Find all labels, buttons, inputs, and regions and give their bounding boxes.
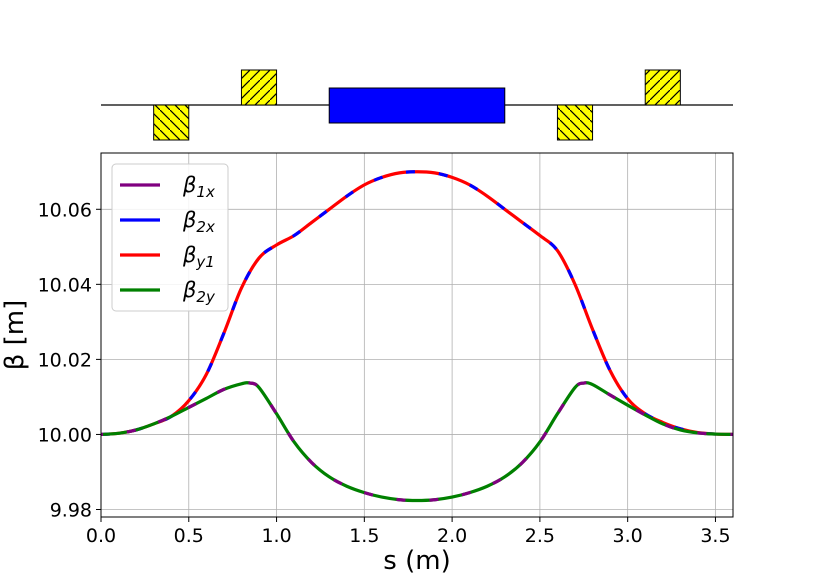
x-tick-label: 1.5: [349, 525, 379, 547]
y-tick-label: 10.06: [38, 199, 92, 221]
legend-label-subscript: 2x: [196, 218, 215, 236]
x-axis-label: s (m): [383, 546, 450, 576]
x-axis-ticks: 0.0 0.5 1.0 1.5 2.0 2.5 3.0 3.5: [86, 517, 731, 547]
y-tick-label: 10.04: [38, 274, 92, 296]
x-tick-label: 2.5: [525, 525, 555, 547]
legend-label: β1x: [182, 173, 215, 201]
legend-label-main: β: [182, 208, 196, 232]
focusing-quadrupole: [644, 69, 681, 106]
x-tick-label: 0.0: [86, 525, 116, 547]
series-line-0-base: [101, 170, 733, 437]
legend-label: β2x: [182, 208, 215, 236]
y-tick-label: 9.98: [50, 499, 92, 521]
x-tick-label: 1.0: [261, 525, 291, 547]
y-tick-label: 10.00: [38, 424, 92, 446]
lattice-diagram: [101, 69, 733, 141]
x-tick-label: 2.0: [437, 525, 467, 547]
legend-label-main: β: [182, 173, 196, 197]
legend-label-subscript: y1: [195, 253, 214, 271]
defocusing-quadrupole: [153, 104, 190, 141]
series-line-1-base: [101, 381, 733, 503]
legend-label-main: β: [182, 278, 196, 302]
legend-label-subscript: 2y: [196, 288, 216, 306]
x-tick-label: 3.0: [613, 525, 643, 547]
series-line-1-dash: [101, 381, 733, 503]
x-tick-label: 3.5: [700, 525, 730, 547]
defocusing-quadrupole: [556, 104, 594, 141]
x-tick-label: 0.5: [174, 525, 204, 547]
y-tick-label: 10.02: [38, 349, 92, 371]
legend-label-subscript: 1x: [196, 183, 215, 201]
beta-curves: [101, 170, 733, 503]
legend-label: β2y: [182, 278, 216, 306]
legend-label-main: β: [182, 243, 196, 267]
dipole-magnet: [328, 87, 506, 124]
y-axis-ticks: 9.98 10.00 10.02 10.04 10.06: [38, 199, 101, 521]
legend-box: [111, 163, 229, 312]
y-axis-label: β [m]: [0, 300, 30, 370]
focusing-quadrupole: [240, 69, 278, 106]
legend-label: βy1: [182, 243, 215, 271]
plot-frame: [100, 152, 734, 518]
